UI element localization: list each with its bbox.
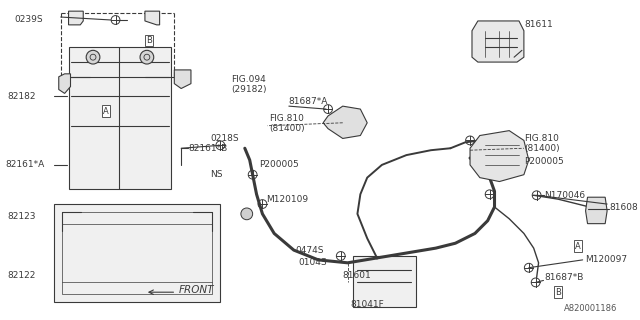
Text: FIG.810: FIG.810 bbox=[524, 134, 559, 143]
Polygon shape bbox=[174, 70, 191, 89]
Text: B: B bbox=[556, 288, 561, 297]
Text: A820001186: A820001186 bbox=[564, 304, 617, 313]
Text: 0239S: 0239S bbox=[15, 15, 44, 24]
Text: P200005: P200005 bbox=[259, 160, 300, 169]
Bar bbox=[61, 212, 212, 294]
Text: 81687*A: 81687*A bbox=[289, 97, 328, 106]
Text: FIG.810: FIG.810 bbox=[269, 114, 304, 124]
Text: 0218S: 0218S bbox=[211, 134, 239, 143]
Text: B: B bbox=[146, 36, 152, 45]
Text: 82122: 82122 bbox=[8, 271, 36, 280]
Text: 0474S: 0474S bbox=[296, 245, 324, 255]
Circle shape bbox=[241, 208, 253, 220]
Polygon shape bbox=[472, 21, 524, 62]
Text: M120097: M120097 bbox=[586, 255, 628, 264]
Bar bbox=[54, 204, 220, 302]
Text: 82161*B: 82161*B bbox=[188, 144, 227, 153]
Polygon shape bbox=[145, 11, 159, 25]
Text: (29182): (29182) bbox=[231, 85, 267, 94]
Text: A: A bbox=[575, 242, 580, 251]
Text: 81601: 81601 bbox=[343, 271, 371, 280]
Text: 0104S: 0104S bbox=[299, 258, 327, 267]
Text: 82182: 82182 bbox=[8, 92, 36, 101]
Polygon shape bbox=[470, 131, 529, 181]
Text: A: A bbox=[103, 107, 109, 116]
Text: 82123: 82123 bbox=[8, 212, 36, 221]
Polygon shape bbox=[586, 197, 607, 224]
Text: M120109: M120109 bbox=[266, 195, 308, 204]
Text: 81611: 81611 bbox=[524, 20, 553, 29]
Text: 82161*A: 82161*A bbox=[5, 160, 44, 169]
Circle shape bbox=[140, 50, 154, 64]
Polygon shape bbox=[323, 106, 367, 139]
Polygon shape bbox=[68, 11, 83, 25]
Text: 81687*B: 81687*B bbox=[545, 273, 584, 282]
Text: FRONT: FRONT bbox=[178, 285, 214, 295]
Bar bbox=[353, 256, 416, 307]
Text: FIG.094: FIG.094 bbox=[231, 75, 266, 84]
Bar bbox=[68, 47, 172, 189]
Text: (81400): (81400) bbox=[269, 124, 305, 133]
Circle shape bbox=[86, 50, 100, 64]
Text: N170046: N170046 bbox=[545, 191, 586, 200]
Text: NS: NS bbox=[211, 170, 223, 179]
Text: 81041F: 81041F bbox=[351, 300, 384, 309]
Text: (81400): (81400) bbox=[524, 144, 559, 153]
Polygon shape bbox=[59, 74, 70, 93]
Text: 81608: 81608 bbox=[609, 203, 638, 212]
Text: P200005: P200005 bbox=[524, 157, 564, 166]
